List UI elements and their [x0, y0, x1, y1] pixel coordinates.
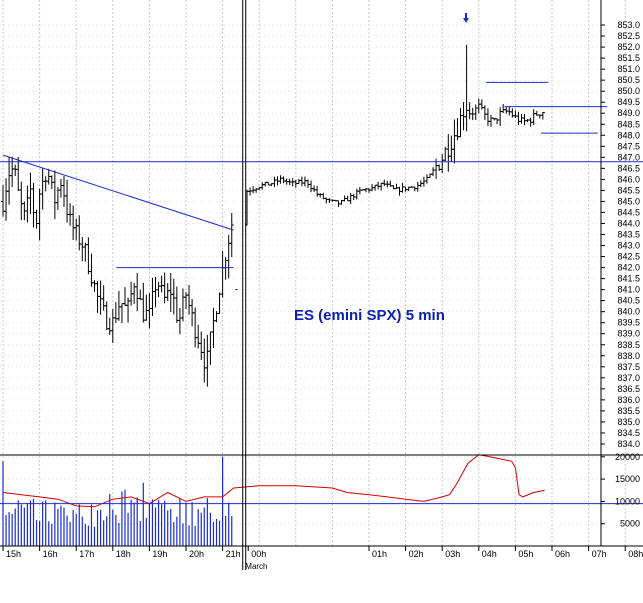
time-tick-label: 15h — [6, 549, 21, 559]
price-tick-label: 844.0 — [617, 218, 640, 228]
time-tick-label: 16h — [43, 549, 58, 559]
price-tick-label: 844.5 — [617, 207, 640, 217]
price-tick-label: 839.0 — [617, 329, 640, 339]
price-tick-label: 842.5 — [617, 252, 640, 262]
price-tick-label: 841.0 — [617, 285, 640, 295]
price-tick-label: 846.0 — [617, 174, 640, 184]
price-tick-label: 838.0 — [617, 351, 640, 361]
time-tick-label: 19h — [152, 549, 167, 559]
price-tick-label: 853.0 — [617, 20, 640, 30]
price-tick-label: 852.0 — [617, 42, 640, 52]
price-tick-label: 848.0 — [617, 130, 640, 140]
price-tick-label: 843.5 — [617, 230, 640, 240]
price-tick-label: 851.0 — [617, 64, 640, 74]
price-tick-label: 852.5 — [617, 31, 640, 41]
trendline — [2, 154, 234, 231]
price-tick-label: 846.5 — [617, 163, 640, 173]
time-tick-label: 05h — [518, 549, 533, 559]
price-tick-label: 840.0 — [617, 307, 640, 317]
volume-tick-label: 20000 — [615, 452, 640, 462]
chart-annotation: ES (emini SPX) 5 min — [294, 307, 445, 324]
time-tick-label: 08h — [628, 549, 643, 559]
price-tick-label: 835.5 — [617, 406, 640, 416]
price-tick-label: 836.0 — [617, 395, 640, 405]
date-label: March — [245, 562, 267, 571]
price-tick-label: 847.5 — [617, 141, 640, 151]
price-tick-label: 848.5 — [617, 119, 640, 129]
volume-tick-label: 15000 — [615, 474, 640, 484]
price-tick-label: 834.5 — [617, 428, 640, 438]
price-tick-label: 843.0 — [617, 241, 640, 251]
volume-tick-label: 5000 — [620, 519, 640, 529]
time-tick-label: 02h — [409, 549, 424, 559]
price-tick-label: 845.0 — [617, 196, 640, 206]
time-tick-label: 17h — [79, 549, 94, 559]
time-tick-label: 01h — [372, 549, 387, 559]
price-tick-label: 849.5 — [617, 97, 640, 107]
price-tick-label: 834.0 — [617, 439, 640, 449]
time-tick-label: 00h — [251, 549, 266, 559]
time-tick-label: 03h — [445, 549, 460, 559]
price-tick-label: 837.5 — [617, 362, 640, 372]
time-tick-label: 07h — [592, 549, 607, 559]
price-tick-label: 835.0 — [617, 417, 640, 427]
time-tick-label: 18h — [116, 549, 131, 559]
price-tick-label: 850.0 — [617, 86, 640, 96]
price-tick-label: 839.5 — [617, 318, 640, 328]
price-tick-label: 840.5 — [617, 296, 640, 306]
time-tick-label: 04h — [482, 549, 497, 559]
time-tick-label: 06h — [555, 549, 570, 559]
price-tick-label: 845.5 — [617, 185, 640, 195]
price-tick-label: 851.5 — [617, 53, 640, 63]
price-tick-label: 842.0 — [617, 263, 640, 273]
price-tick-label: 838.5 — [617, 340, 640, 350]
price-tick-label: 849.0 — [617, 108, 640, 118]
volume-average-line — [2, 454, 545, 508]
time-tick-label: 20h — [189, 549, 204, 559]
volume-tick-label: 10000 — [615, 496, 640, 506]
price-tick-label: 847.0 — [617, 152, 640, 162]
price-tick-label: 836.5 — [617, 384, 640, 394]
price-tick-label: 850.5 — [617, 75, 640, 85]
price-tick-label: 837.0 — [617, 373, 640, 383]
arrow-marker-head — [462, 18, 469, 23]
price-tick-label: 841.5 — [617, 274, 640, 284]
time-tick-label: 21h — [226, 549, 241, 559]
